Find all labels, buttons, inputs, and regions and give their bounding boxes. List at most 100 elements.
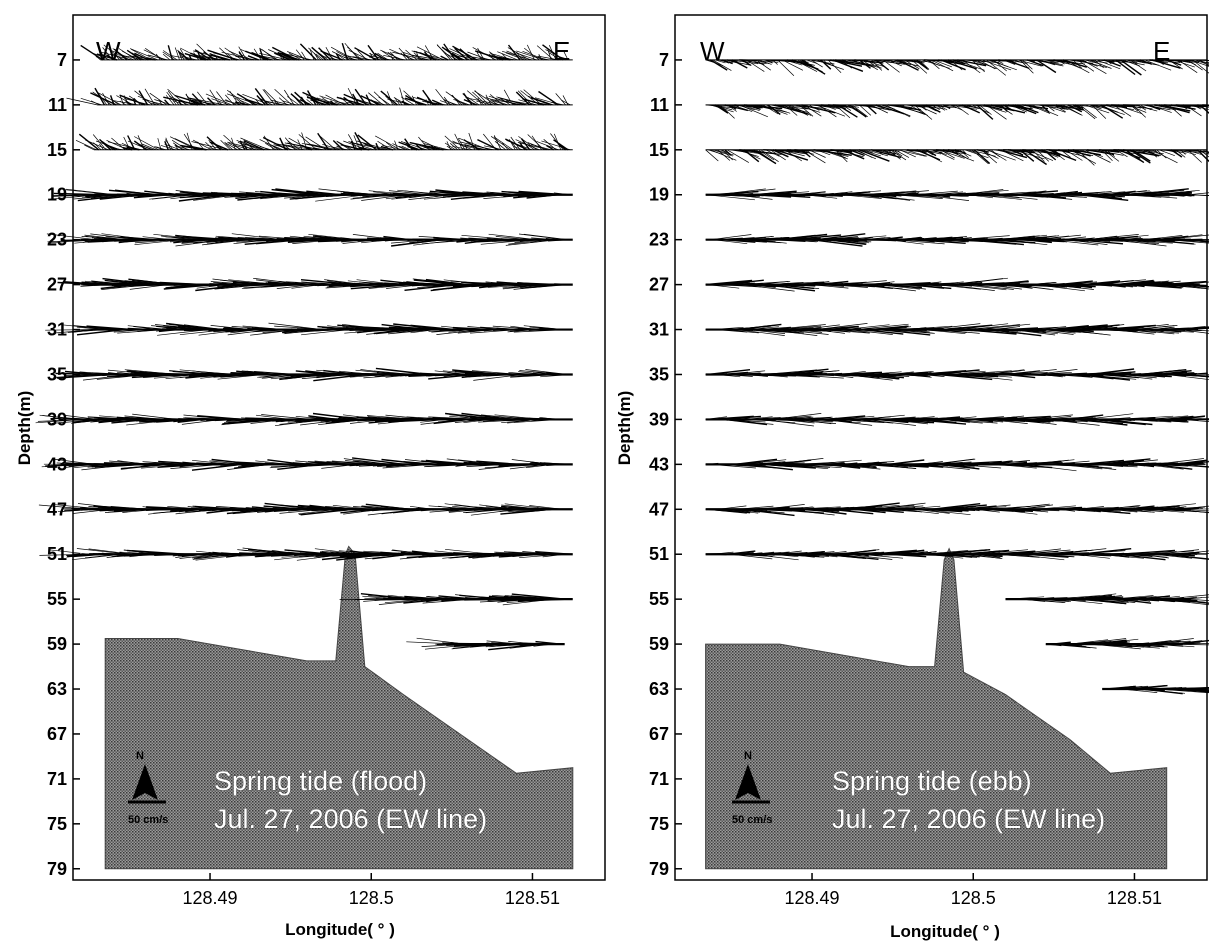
current-vector (830, 418, 852, 423)
current-vector (861, 59, 878, 71)
current-vector (784, 149, 803, 162)
current-vector (227, 329, 272, 336)
current-vector (519, 370, 566, 375)
current-vector (508, 239, 549, 245)
current-vector (274, 143, 305, 151)
current-vector (440, 55, 449, 61)
current-vector (811, 59, 823, 68)
current-vector (1077, 59, 1095, 72)
current-vector (1077, 149, 1095, 166)
current-vector (1105, 149, 1115, 157)
current-vector (888, 284, 926, 290)
current-vector (1171, 284, 1202, 289)
current-vector (1147, 329, 1164, 332)
current-vector (169, 54, 194, 61)
current-vector (873, 464, 886, 467)
current-vector (887, 59, 902, 67)
y-tick-label: 79 (47, 859, 67, 879)
current-vector (904, 371, 929, 376)
current-vector (864, 419, 916, 426)
current-vector (914, 104, 933, 120)
current-vector (413, 279, 461, 286)
current-vector (1096, 59, 1121, 70)
current-vector (724, 149, 732, 156)
current-vector (895, 370, 934, 375)
current-vector (427, 101, 446, 106)
current-vector (385, 142, 396, 151)
current-vector (302, 91, 331, 106)
current-vector (353, 552, 401, 555)
current-vector (981, 104, 1007, 113)
current-vector (461, 374, 482, 376)
current-vector (369, 56, 381, 61)
current-vector (525, 369, 569, 375)
current-vector (842, 59, 851, 65)
current-vector (741, 508, 795, 517)
current-vector (741, 284, 795, 292)
current-vector (281, 52, 312, 61)
current-vector (832, 149, 847, 156)
current-vector (861, 373, 900, 380)
current-vector (804, 281, 830, 285)
current-vector (470, 508, 518, 516)
current-vector (97, 418, 117, 420)
current-vector (193, 55, 221, 61)
current-vector (1017, 374, 1046, 376)
west-label: W (96, 36, 121, 66)
current-vector (799, 553, 820, 558)
current-vector (111, 99, 139, 106)
current-vector (770, 194, 811, 198)
current-vector (407, 145, 418, 151)
current-vector (962, 192, 1000, 196)
current-vector (794, 59, 818, 72)
current-vector (1067, 104, 1083, 113)
current-vector (1024, 149, 1047, 166)
current-vector (827, 59, 842, 73)
current-vector (875, 59, 890, 71)
current-vector (1154, 374, 1168, 377)
current-vector (291, 284, 322, 289)
current-vector (717, 149, 731, 161)
current-vector (1165, 59, 1182, 66)
current-vector (876, 505, 924, 510)
current-vector (260, 284, 303, 288)
current-vector (1116, 508, 1155, 513)
current-vector (765, 374, 780, 376)
current-vector (840, 280, 887, 285)
current-vector (1113, 239, 1167, 247)
current-vector (746, 104, 761, 110)
current-vector (842, 104, 852, 111)
current-vector (315, 553, 370, 557)
current-vector (734, 458, 778, 466)
current-vector (998, 235, 1040, 241)
current-vector (925, 149, 937, 157)
current-vector (943, 463, 980, 470)
vector-layer (705, 59, 1209, 76)
current-vector (474, 90, 497, 106)
current-vector (756, 374, 768, 377)
current-vector (1080, 418, 1128, 426)
current-vector (1135, 463, 1155, 468)
current-vector (220, 139, 231, 151)
current-vector (198, 508, 214, 512)
current-vector (49, 549, 90, 555)
current-vector (457, 138, 466, 150)
current-vector (96, 53, 118, 61)
current-vector (1180, 149, 1186, 155)
current-vector (1188, 239, 1209, 241)
current-vector (940, 149, 955, 159)
current-vector (777, 325, 822, 330)
current-vector (777, 59, 795, 76)
current-vector (535, 551, 571, 555)
current-vector (265, 142, 277, 151)
y-tick-label: 23 (47, 230, 67, 250)
current-vector (765, 149, 780, 157)
current-vector (868, 508, 904, 513)
current-vector (731, 104, 753, 112)
current-vector (1115, 59, 1136, 76)
current-vector (1098, 149, 1120, 153)
current-vector (914, 508, 950, 514)
y-tick-label: 67 (47, 724, 67, 744)
current-vector (507, 508, 561, 512)
current-vector (474, 50, 504, 61)
